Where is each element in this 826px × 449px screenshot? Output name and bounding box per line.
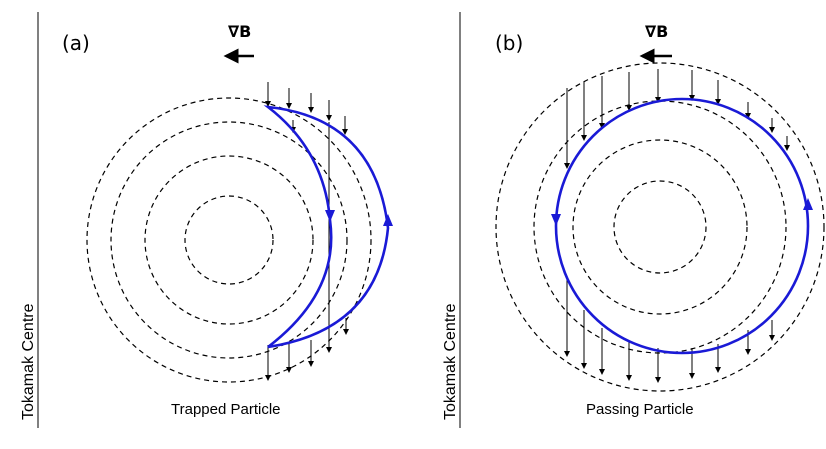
- panel-b: Tokamak Centre (b) ∇B: [442, 12, 824, 428]
- flux-surface-2: [573, 140, 747, 314]
- gradient-b-label: ∇B: [228, 22, 251, 41]
- panel-label: (b): [495, 31, 523, 55]
- triangle-arrow-icon: [383, 214, 393, 226]
- flux-surface-outer: [87, 98, 371, 382]
- flux-surface-2: [145, 156, 313, 324]
- drift-vectors-top: [567, 69, 787, 168]
- flux-surface-outer: [496, 63, 824, 391]
- panel-caption: Trapped Particle: [171, 401, 281, 418]
- passing-orbit: [556, 99, 808, 353]
- drift-vectors-bottom: [567, 278, 772, 382]
- flux-surface-3: [534, 101, 786, 353]
- triangle-arrow-icon: [551, 214, 561, 226]
- triangle-arrow-icon: [325, 210, 335, 222]
- panel-caption: Passing Particle: [586, 401, 694, 418]
- tokamak-centre-label: Tokamak Centre: [20, 303, 37, 420]
- panel-a: Tokamak Centre (a) ∇B: [20, 12, 393, 428]
- flux-surface-inner: [614, 181, 706, 273]
- panel-label: (a): [62, 31, 90, 55]
- flux-surface-inner: [185, 196, 273, 284]
- trapped-orbit: [268, 107, 388, 347]
- tokamak-centre-label: Tokamak Centre: [442, 303, 459, 420]
- drift-vectors-top: [268, 82, 345, 352]
- gradient-b-label: ∇B: [645, 22, 668, 41]
- drift-vectors-bottom: [268, 318, 346, 380]
